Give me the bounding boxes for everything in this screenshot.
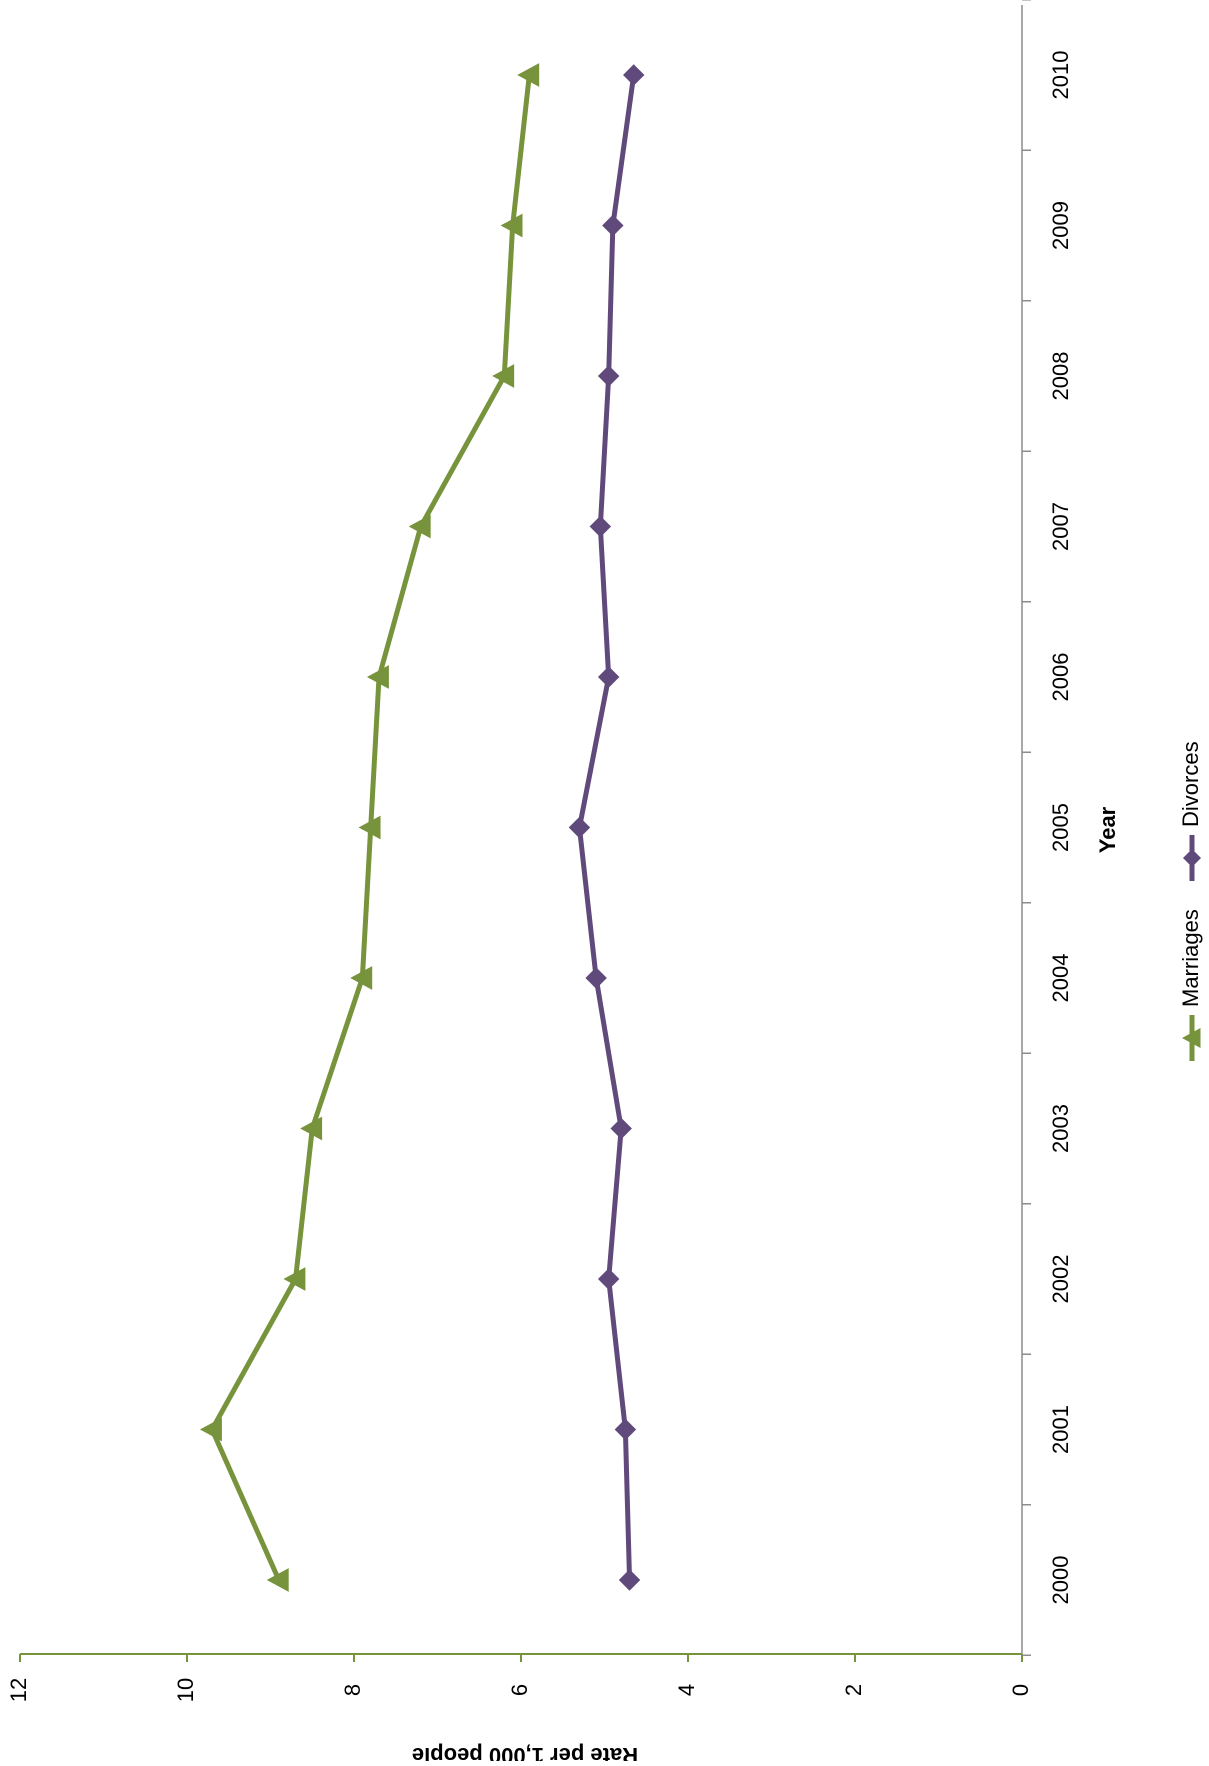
data-point-divorces [585, 967, 607, 989]
category-ticks: 2000 2001 2002 2003 2004 2005 2006 2007 2008 2009… [1022, 0, 1073, 1656]
category-tick-label: 2006 [1048, 653, 1073, 702]
data-point-marriages [517, 63, 540, 87]
data-point-divorces [597, 1268, 620, 1290]
data-point-marriages [408, 514, 431, 539]
y-axis-title: Rate per 1,000 people [412, 1743, 638, 1761]
value-tick-label: 6 [507, 1684, 532, 1696]
category-tick-label: 2005 [1048, 803, 1073, 852]
data-point-marriages [492, 364, 515, 388]
data-point-divorces [623, 64, 645, 86]
category-tick-label: 2000 [1048, 1556, 1073, 1605]
category-tick-label: 2001 [1048, 1405, 1073, 1454]
value-tick-label: 8 [340, 1684, 365, 1696]
data-point-marriages [199, 1417, 222, 1442]
data-point-divorces [597, 666, 620, 688]
value-ticks: 0 2 4 6 8 10 12 [6, 1654, 1033, 1702]
legend-marker-divorces [1183, 849, 1201, 867]
category-tick-label: 2009 [1048, 201, 1073, 250]
data-point-divorces [589, 515, 612, 538]
data-point-marriages [500, 213, 523, 238]
data-point-divorces [610, 1117, 632, 1140]
data-point-marriages [300, 1116, 323, 1141]
legend-marker-marriages [1182, 1028, 1201, 1048]
data-point-marriages [350, 966, 373, 990]
value-tick-label: 4 [674, 1684, 699, 1696]
category-tick-label: 2008 [1048, 352, 1073, 401]
data-point-marriages [358, 815, 381, 840]
series-layer [199, 63, 645, 1592]
value-tick-label: 10 [173, 1678, 198, 1702]
legend: Marriages Divorces [1178, 741, 1203, 1061]
category-tick-label: 2003 [1048, 1104, 1073, 1153]
legend-label-divorces: Divorces [1178, 741, 1203, 827]
legend-label-marriages: Marriages [1178, 909, 1203, 1007]
data-point-marriages [266, 1568, 289, 1592]
data-point-divorces [597, 365, 620, 387]
data-point-marriages [366, 665, 389, 689]
value-tick-label: 2 [841, 1684, 866, 1696]
x-axis-title: Year [1095, 806, 1120, 853]
category-tick-label: 2002 [1048, 1255, 1073, 1304]
data-point-marriages [283, 1267, 306, 1291]
value-tick-label: 0 [1008, 1684, 1033, 1696]
category-tick-label: 2004 [1048, 954, 1073, 1003]
data-point-divorces [602, 214, 624, 237]
value-tick-label: 12 [6, 1678, 31, 1702]
data-point-divorces [614, 1418, 637, 1441]
data-point-divorces [568, 816, 591, 839]
data-point-divorces [618, 1569, 641, 1591]
category-tick-label: 2007 [1048, 502, 1073, 551]
category-tick-label: 2010 [1048, 51, 1073, 100]
